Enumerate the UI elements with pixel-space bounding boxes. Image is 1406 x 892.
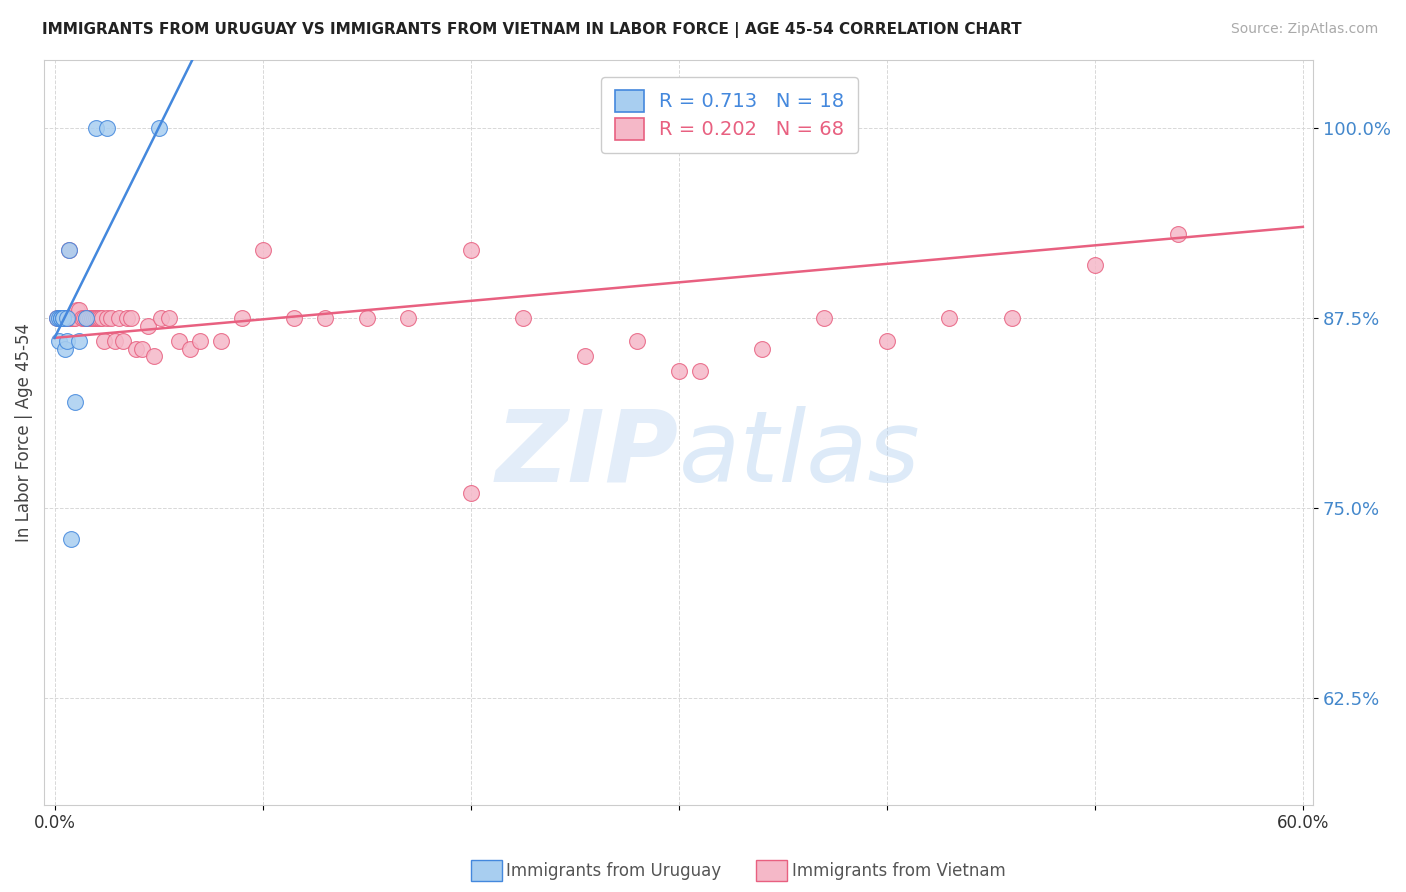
Point bbox=[48, 311, 70, 326]
Point bbox=[149, 311, 172, 326]
Point bbox=[65, 394, 87, 409]
Point bbox=[62, 311, 84, 326]
Point bbox=[60, 311, 83, 326]
Point bbox=[252, 243, 274, 257]
Point bbox=[52, 311, 75, 326]
Point bbox=[84, 311, 107, 326]
Point bbox=[209, 334, 232, 348]
Point bbox=[283, 311, 305, 326]
Point bbox=[124, 342, 146, 356]
Point bbox=[460, 486, 482, 500]
Point bbox=[188, 334, 211, 348]
Point bbox=[87, 311, 110, 326]
Point bbox=[96, 311, 118, 326]
Point bbox=[117, 311, 139, 326]
Point bbox=[157, 311, 180, 326]
Point bbox=[876, 334, 898, 348]
Point bbox=[56, 311, 79, 326]
Point bbox=[148, 121, 170, 136]
Point bbox=[396, 311, 419, 326]
Point bbox=[104, 334, 127, 348]
Point bbox=[91, 311, 114, 326]
Point bbox=[56, 311, 79, 326]
Point bbox=[938, 311, 960, 326]
Point bbox=[1167, 227, 1189, 242]
Point bbox=[108, 311, 131, 326]
Point bbox=[62, 311, 84, 326]
Point bbox=[89, 311, 111, 326]
Point bbox=[136, 318, 159, 333]
Point bbox=[45, 311, 67, 326]
Point bbox=[56, 334, 79, 348]
Point bbox=[143, 349, 166, 363]
Point bbox=[1084, 258, 1107, 272]
Point bbox=[83, 311, 105, 326]
Point bbox=[751, 342, 773, 356]
Point bbox=[53, 311, 76, 326]
Point bbox=[1000, 311, 1022, 326]
Point bbox=[179, 342, 201, 356]
Point bbox=[58, 311, 80, 326]
Point bbox=[813, 311, 835, 326]
Point bbox=[76, 311, 98, 326]
Point bbox=[72, 311, 94, 326]
Point bbox=[84, 121, 107, 136]
Legend: R = 0.713   N = 18, R = 0.202   N = 68: R = 0.713 N = 18, R = 0.202 N = 68 bbox=[600, 77, 858, 153]
Point bbox=[53, 342, 76, 356]
Point bbox=[49, 311, 72, 326]
Point bbox=[52, 311, 75, 326]
Point bbox=[668, 364, 690, 378]
Point bbox=[356, 311, 378, 326]
Point bbox=[70, 311, 93, 326]
Point bbox=[48, 311, 70, 326]
Point bbox=[100, 311, 122, 326]
Point bbox=[52, 311, 75, 326]
Point bbox=[80, 311, 103, 326]
Point bbox=[460, 243, 482, 257]
Point bbox=[75, 311, 97, 326]
Point bbox=[169, 334, 191, 348]
Point bbox=[574, 349, 596, 363]
Point bbox=[49, 311, 72, 326]
Text: atlas: atlas bbox=[679, 406, 921, 503]
Point bbox=[66, 303, 89, 318]
Text: Source: ZipAtlas.com: Source: ZipAtlas.com bbox=[1230, 22, 1378, 37]
Point bbox=[69, 303, 91, 318]
Point bbox=[52, 311, 75, 326]
Point bbox=[689, 364, 711, 378]
Point bbox=[626, 334, 648, 348]
Point bbox=[93, 334, 115, 348]
Point bbox=[314, 311, 336, 326]
Text: ZIP: ZIP bbox=[496, 406, 679, 503]
Point bbox=[48, 311, 70, 326]
Point bbox=[65, 311, 87, 326]
Point bbox=[45, 311, 67, 326]
Point bbox=[58, 243, 80, 257]
Point bbox=[53, 311, 76, 326]
Y-axis label: In Labor Force | Age 45-54: In Labor Force | Age 45-54 bbox=[15, 323, 32, 541]
Text: Immigrants from Vietnam: Immigrants from Vietnam bbox=[792, 862, 1005, 880]
Point bbox=[49, 311, 72, 326]
Point bbox=[112, 334, 135, 348]
Point bbox=[48, 334, 70, 348]
Point bbox=[53, 311, 76, 326]
Point bbox=[96, 121, 118, 136]
Point bbox=[49, 311, 72, 326]
Point bbox=[131, 342, 153, 356]
Text: IMMIGRANTS FROM URUGUAY VS IMMIGRANTS FROM VIETNAM IN LABOR FORCE | AGE 45-54 CO: IMMIGRANTS FROM URUGUAY VS IMMIGRANTS FR… bbox=[42, 22, 1022, 38]
Point bbox=[121, 311, 143, 326]
Point bbox=[58, 243, 80, 257]
Point bbox=[231, 311, 253, 326]
Point bbox=[69, 334, 91, 348]
Point bbox=[512, 311, 534, 326]
Point bbox=[75, 311, 97, 326]
Point bbox=[79, 311, 101, 326]
Point bbox=[60, 532, 83, 546]
Text: Immigrants from Uruguay: Immigrants from Uruguay bbox=[506, 862, 721, 880]
